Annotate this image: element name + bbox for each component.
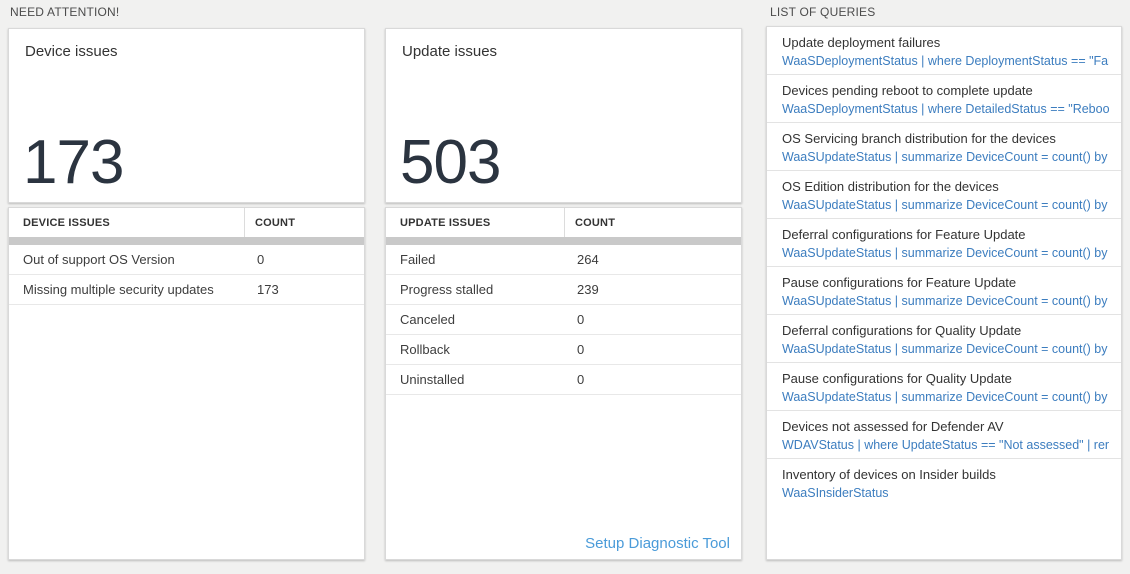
query-list-item[interactable]: Devices pending reboot to complete updat… (767, 75, 1121, 123)
table-row[interactable]: Progress stalled 239 (386, 275, 741, 305)
query-list-item[interactable]: Update deployment failures WaaSDeploymen… (767, 27, 1121, 75)
update-issues-table: UPDATE ISSUES COUNT Failed 264 Progress … (385, 207, 742, 560)
list-of-queries-card: Update deployment failures WaaSDeploymen… (766, 26, 1122, 560)
device-issues-table: DEVICE ISSUES COUNT Out of support OS Ve… (8, 207, 365, 560)
update-issues-tile-title: Update issues (402, 43, 498, 60)
table-row[interactable]: Rollback 0 (386, 335, 741, 365)
table-row[interactable]: Missing multiple security updates 173 (9, 275, 364, 305)
issue-label: Out of support OS Version (23, 252, 175, 267)
table-header-divider-bar (386, 237, 741, 245)
update-issues-column-header: UPDATE ISSUES (386, 208, 565, 237)
query-title: Deferral configurations for Quality Upda… (782, 323, 1022, 338)
update-issues-total: 503 (400, 128, 501, 197)
issue-label: Progress stalled (400, 282, 494, 297)
query-title: Devices not assessed for Defender AV (782, 419, 1004, 434)
query-list-item[interactable]: Pause configurations for Feature Update … (767, 267, 1121, 315)
list-of-queries-section-label: LIST OF QUERIES (770, 5, 876, 19)
query-title: Update deployment failures (782, 35, 941, 50)
device-issues-tile[interactable]: Device issues 173 (8, 28, 365, 203)
issue-count: 239 (577, 282, 599, 297)
table-row[interactable]: Failed 264 (386, 245, 741, 275)
query-title: Pause configurations for Quality Update (782, 371, 1012, 386)
query-code-link: WaaSUpdateStatus | summarize DeviceCount… (782, 198, 1109, 212)
device-issues-table-header: DEVICE ISSUES COUNT (9, 208, 364, 237)
table-row[interactable]: Uninstalled 0 (386, 365, 741, 395)
query-code-link: WaaSDeploymentStatus | where DeploymentS… (782, 54, 1109, 68)
query-code-link: WaaSUpdateStatus | summarize DeviceCount… (782, 294, 1109, 308)
need-attention-section-label: NEED ATTENTION! (10, 5, 120, 19)
update-issues-table-header: UPDATE ISSUES COUNT (386, 208, 741, 237)
query-title: OS Servicing branch distribution for the… (782, 131, 1056, 146)
device-issues-total: 173 (23, 128, 124, 197)
query-list-item[interactable]: OS Edition distribution for the devices … (767, 171, 1121, 219)
issue-count: 264 (577, 252, 599, 267)
query-code-link: WDAVStatus | where UpdateStatus == "Not … (782, 438, 1109, 452)
table-row[interactable]: Out of support OS Version 0 (9, 245, 364, 275)
query-title: Devices pending reboot to complete updat… (782, 83, 1033, 98)
issue-label: Failed (400, 252, 436, 267)
issue-count: 0 (577, 342, 585, 357)
query-code-link: WaaSUpdateStatus | summarize DeviceCount… (782, 246, 1109, 260)
query-list-item[interactable]: Devices not assessed for Defender AV WDA… (767, 411, 1121, 459)
table-header-divider-bar (9, 237, 364, 245)
update-count-column-header: COUNT (575, 216, 616, 229)
issue-count: 0 (577, 312, 585, 327)
issue-label: Uninstalled (400, 372, 465, 387)
query-list-item[interactable]: Pause configurations for Quality Update … (767, 363, 1121, 411)
issue-label: Missing multiple security updates (23, 282, 214, 297)
query-code-link: WaaSUpdateStatus | summarize DeviceCount… (782, 150, 1109, 164)
query-list-item[interactable]: Deferral configurations for Feature Upda… (767, 219, 1121, 267)
issue-label: Rollback (400, 342, 450, 357)
query-code-link: WaaSDeploymentStatus | where DetailedSta… (782, 102, 1109, 116)
device-count-column-header: COUNT (255, 216, 296, 229)
query-title: Inventory of devices on Insider builds (782, 467, 996, 482)
update-issues-tile[interactable]: Update issues 503 (385, 28, 742, 203)
device-issues-tile-title: Device issues (25, 43, 118, 60)
issue-label: Canceled (400, 312, 455, 327)
table-row[interactable]: Canceled 0 (386, 305, 741, 335)
query-title: Deferral configurations for Feature Upda… (782, 227, 1026, 242)
query-title: OS Edition distribution for the devices (782, 179, 999, 194)
query-code-link: WaaSUpdateStatus | summarize DeviceCount… (782, 342, 1109, 356)
query-list-item[interactable]: Inventory of devices on Insider builds W… (767, 459, 1121, 506)
setup-diagnostic-tool-link[interactable]: Setup Diagnostic Tool (585, 535, 730, 552)
query-list-item[interactable]: OS Servicing branch distribution for the… (767, 123, 1121, 171)
issue-count: 173 (257, 282, 279, 297)
issue-count: 0 (257, 252, 265, 267)
issue-count: 0 (577, 372, 585, 387)
query-code-link: WaaSUpdateStatus | summarize DeviceCount… (782, 390, 1109, 404)
device-issues-column-header: DEVICE ISSUES (9, 208, 245, 237)
query-title: Pause configurations for Feature Update (782, 275, 1017, 290)
query-list-item[interactable]: Deferral configurations for Quality Upda… (767, 315, 1121, 363)
query-code-link: WaaSInsiderStatus (782, 486, 889, 500)
